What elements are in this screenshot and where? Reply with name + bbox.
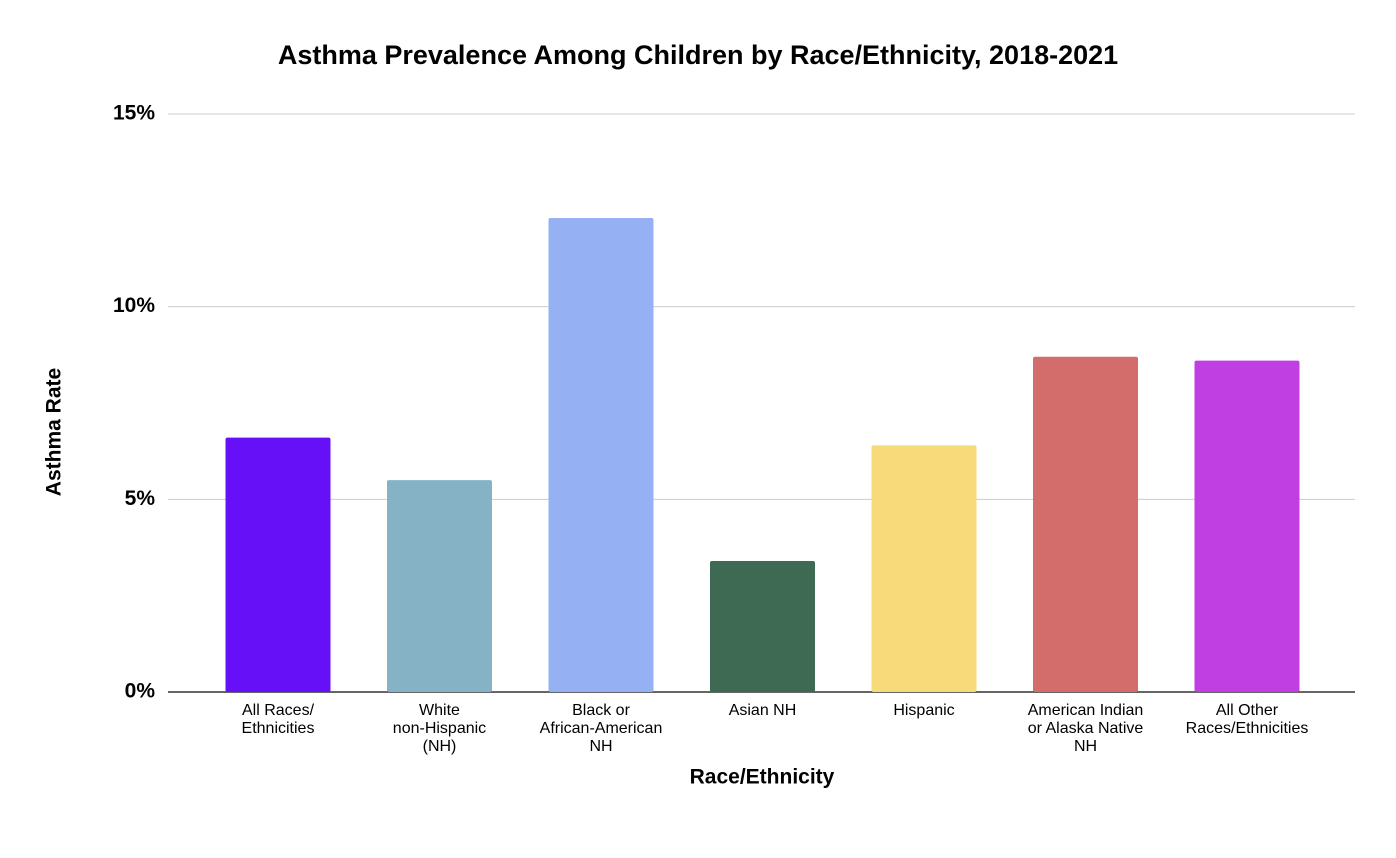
y-tick-label: 5% [125,487,156,510]
x-tick-label: Hispanic [893,702,955,719]
x-tick-label-text: All Races/ Ethnicities [241,702,315,737]
bar [871,445,977,692]
x-tick-label-text: Asian NH [728,702,797,719]
chart-title: Asthma Prevalence Among Children by Race… [278,40,1118,70]
x-tick-label-text: Hispanic [893,702,955,719]
y-tick-label: 0% [125,680,156,703]
x-tick-label: All Other Races/Ethnicities [1185,702,1309,737]
bar [548,218,654,693]
x-tick-label-text: All Other Races/Ethnicities [1185,702,1309,737]
y-axis-title: Asthma Rate [43,368,66,496]
y-tick-label: 15% [113,102,155,125]
x-tick-label: American Indian or Alaska Native NH [1027,702,1144,755]
x-tick-label-text: American Indian or Alaska Native NH [1027,702,1144,755]
x-tick-label: All Races/ Ethnicities [241,702,315,737]
x-tick-label: Asian NH [728,702,797,719]
x-tick-label: Black or African-American NH [539,702,663,755]
bar [1194,360,1300,692]
bar [1033,356,1138,692]
y-tick-label: 10% [113,294,155,317]
x-tick-label-text: Black or African-American NH [539,702,663,755]
bar [225,437,331,692]
x-tick-label-text: White non-Hispanic (NH) [392,702,487,755]
x-axis-title: Race/Ethnicity [690,766,835,789]
x-tick-label: White non-Hispanic (NH) [392,702,487,755]
bar [387,480,492,692]
bar [710,560,815,692]
